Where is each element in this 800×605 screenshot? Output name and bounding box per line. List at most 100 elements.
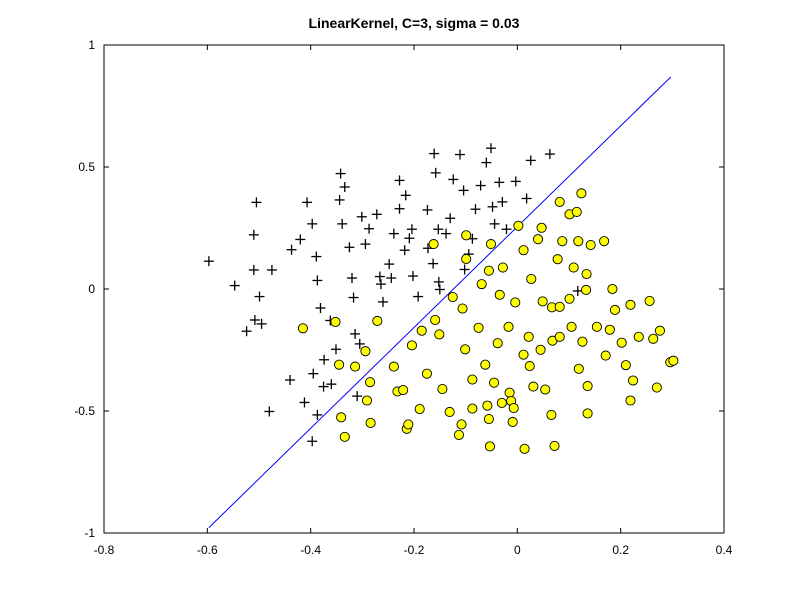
plus-point xyxy=(312,409,323,420)
plus-point xyxy=(525,155,536,166)
circle-point xyxy=(483,265,494,276)
plus-point xyxy=(335,168,346,179)
x-tick-label: 0.4 xyxy=(716,543,733,557)
circle-point xyxy=(571,206,582,217)
plus-point xyxy=(360,239,371,250)
y-tick-label: -0.5 xyxy=(74,404,95,418)
plus-point xyxy=(430,167,441,178)
circle-point xyxy=(654,325,665,336)
circle-point xyxy=(460,344,471,355)
circle-point xyxy=(599,236,610,247)
plus-point xyxy=(334,194,345,205)
plus-point xyxy=(318,381,329,392)
circle-point xyxy=(297,323,308,334)
plus-point xyxy=(481,157,492,168)
plus-point xyxy=(256,318,267,329)
plus-point xyxy=(337,218,348,229)
circle-point xyxy=(554,196,565,207)
plus-point xyxy=(308,368,319,379)
circle-point xyxy=(416,325,427,336)
y-tick-label: 0.5 xyxy=(78,160,95,174)
circle-point xyxy=(549,440,560,451)
circle-point xyxy=(582,408,593,419)
circle-point xyxy=(668,355,679,366)
circle-point xyxy=(421,368,432,379)
circle-point xyxy=(457,303,468,314)
circle-point xyxy=(554,331,565,342)
circle-point xyxy=(604,324,615,335)
circle-point xyxy=(600,350,611,361)
circle-point xyxy=(496,397,507,408)
circle-point xyxy=(523,331,534,342)
circle-point xyxy=(430,314,441,326)
circle-point xyxy=(350,361,361,372)
circle-point xyxy=(489,377,500,388)
y-tick-label: 1 xyxy=(88,38,95,52)
circle-point xyxy=(473,322,484,333)
plus-point xyxy=(254,291,265,302)
circle-point xyxy=(503,321,514,332)
circle-point xyxy=(461,253,472,265)
plus-point xyxy=(286,244,297,255)
circle-point xyxy=(620,360,631,371)
plus-point xyxy=(445,213,456,224)
circle-point xyxy=(573,236,584,247)
plus-point xyxy=(354,338,365,349)
circle-point xyxy=(573,363,584,374)
plus-point xyxy=(315,303,326,314)
circle-point xyxy=(361,395,373,406)
circle-point xyxy=(546,409,557,420)
circle-point xyxy=(406,340,417,351)
plus-point xyxy=(339,182,350,193)
plus-point xyxy=(251,197,262,208)
circle-point xyxy=(483,414,494,425)
circle-point xyxy=(581,269,592,280)
plus-point xyxy=(375,279,386,290)
circle-point xyxy=(482,400,493,411)
plus-point xyxy=(454,149,465,160)
plus-point xyxy=(330,344,341,355)
plus-point xyxy=(248,229,259,240)
plus-point xyxy=(413,291,424,302)
y-tick-label: -1 xyxy=(84,526,95,540)
circle-point xyxy=(607,283,618,295)
circle-point xyxy=(566,321,577,332)
plus-point xyxy=(384,259,395,270)
chart-title: LinearKernel, C=3, sigma = 0.03 xyxy=(309,15,520,31)
circle-point xyxy=(609,304,621,316)
circle-point xyxy=(585,240,596,251)
plus-point xyxy=(433,276,444,287)
x-tick-label: 0 xyxy=(514,543,521,557)
plus-point xyxy=(364,223,375,234)
circle-point xyxy=(485,239,497,250)
x-tick-label: 0.2 xyxy=(612,543,629,557)
plus-point xyxy=(312,275,323,286)
circle-point xyxy=(651,382,662,393)
circle-point xyxy=(504,387,515,398)
circle-point xyxy=(476,279,487,290)
circle-point xyxy=(507,416,518,428)
plus-point xyxy=(497,196,508,207)
plus-point xyxy=(394,175,405,186)
circle-point xyxy=(434,329,445,340)
circle-point xyxy=(330,316,341,327)
plus-point xyxy=(448,174,459,185)
x-tick-label: -0.8 xyxy=(94,543,115,557)
circle-point xyxy=(508,403,519,414)
plus-point xyxy=(501,224,512,235)
circle-point xyxy=(428,239,439,250)
plus-point xyxy=(307,218,318,229)
plus-point xyxy=(406,224,417,235)
circle-point xyxy=(467,403,478,414)
plus-point xyxy=(285,375,295,386)
circle-point xyxy=(557,236,568,247)
x-tick-label: -0.4 xyxy=(300,543,321,557)
plus-point xyxy=(241,326,252,337)
circle-point xyxy=(519,443,530,454)
x-axis: -0.8 -0.6 -0.4 -0.2 0 0.2 0.4 xyxy=(94,45,733,557)
boundary-layer xyxy=(208,76,672,528)
circle-point xyxy=(365,417,376,429)
circle-point xyxy=(437,383,448,395)
